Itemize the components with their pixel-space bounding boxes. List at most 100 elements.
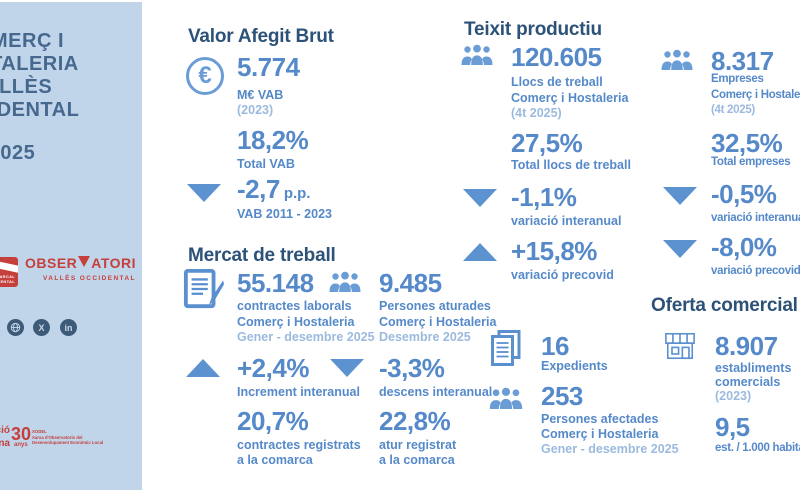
jobs-share-value: 27,5% <box>511 128 583 158</box>
companies-change2-label: variació precovid <box>711 265 800 277</box>
establishments-label1: establiments <box>715 361 792 375</box>
people-icon <box>329 271 361 298</box>
people-icon <box>661 49 693 76</box>
vab-share-label: Total VAB <box>237 157 295 171</box>
observatori-triangle-icon <box>78 256 91 267</box>
affected-period: Gener - desembre 2025 <box>541 442 679 456</box>
unemployed-sector: Comerç i Hostaleria <box>379 315 497 329</box>
triangle-down-icon <box>463 189 497 207</box>
vab-value-label: M€ VAB <box>237 88 284 102</box>
companies-sector: Comerç i Hostaleria <box>711 89 800 101</box>
unemployed-label: Persones aturades <box>379 299 491 313</box>
jobs-share-label: Total llocs de treball <box>511 158 631 172</box>
triangle-down-icon <box>187 184 221 202</box>
sidebar-title-line: VALLÈS <box>0 76 53 98</box>
unemployment-share-value: 22,8% <box>379 406 451 436</box>
observatori-subtitle: VALLÈS OCCIDENTAL <box>43 275 136 282</box>
sidebar-title-line: HOSTALERIA <box>0 53 79 75</box>
jobs-value: 120.605 <box>511 42 602 72</box>
affected-value: 253 <box>541 381 583 411</box>
companies-period: (4t 2025) <box>711 104 755 116</box>
consell-comarcal-logo: COMARCAL OCCIDENTAL <box>0 257 18 287</box>
sidebar-title-line: OCCIDENTAL <box>0 99 80 121</box>
sidebar-title-line: COMERÇ I <box>0 30 64 52</box>
linkedin-icon[interactable]: in <box>60 319 77 336</box>
jobs-change1-value: -1,1% <box>511 182 577 212</box>
contracts-value: 55.148 <box>237 268 314 298</box>
triangle-down-icon <box>330 359 364 377</box>
diputacio-logo: Diputació Barcelona <box>0 424 10 450</box>
sidebar-year: 2025 <box>0 142 36 164</box>
companies-share-label: Total empreses <box>711 156 791 168</box>
xodel-anys: anys <box>14 442 28 448</box>
establishments-period: (2023) <box>715 389 752 403</box>
vab-change-unit: p.p. <box>283 185 311 202</box>
contracts-share-value: 20,7% <box>237 406 309 436</box>
affected-sector: Comerç i Hostaleria <box>541 427 659 441</box>
section-heading-mercat: Mercat de treball <box>188 245 336 266</box>
observatori-text-post: ATORI <box>91 255 137 271</box>
contracts-change-label: Increment interanual <box>237 385 360 399</box>
expedients-value: 16 <box>541 331 569 361</box>
unemployed-value: 9.485 <box>379 268 442 298</box>
people-icon <box>461 44 493 71</box>
jobs-change1-label: variació interanual <box>511 214 622 228</box>
diputacio-text: Barcelona <box>0 438 10 449</box>
contract-icon <box>183 268 225 315</box>
unemployed-change-value: -3,3% <box>379 353 445 383</box>
observatori-text-pre: OBSER <box>25 255 78 271</box>
vab-value: 5.774 <box>237 52 300 82</box>
companies-change1-value: -0,5% <box>711 179 777 209</box>
observatori-logo: OBSER ATORI <box>25 255 136 271</box>
vab-change-label: VAB 2011 - 2023 <box>237 207 332 221</box>
diputacio-text: Diputació <box>0 425 10 436</box>
vab-value-period: (2023) <box>237 103 274 117</box>
triangle-down-icon <box>663 240 697 258</box>
jobs-period: (4t 2025) <box>511 106 562 120</box>
storefront-icon <box>664 331 696 366</box>
density-value: 9,5 <box>715 412 750 442</box>
companies-share-value: 32,5% <box>711 128 783 158</box>
jobs-sector: Comerç i Hostaleria <box>511 91 629 105</box>
establishments-label2: comercials <box>715 375 781 389</box>
jobs-label: Llocs de treball <box>511 75 603 89</box>
jobs-change2-label: variació precovid <box>511 268 614 282</box>
xodel-text: XODEL <box>32 429 47 434</box>
establishments-value: 8.907 <box>715 331 778 361</box>
section-heading-oferta: Oferta comercial <box>651 295 798 316</box>
contracts-sector: Comerç i Hostaleria <box>237 315 355 329</box>
contracts-label: contractes laborals <box>237 299 352 313</box>
x-twitter-icon[interactable]: X <box>33 319 50 336</box>
section-heading-teixit: Teixit productiu <box>464 19 602 40</box>
unemployment-share-label1: atur registrat <box>379 438 457 452</box>
documents-icon <box>491 330 521 372</box>
vab-change-value: -2,7 <box>237 174 280 204</box>
xodel-text: Desenvolupament Econòmic Local <box>32 440 104 446</box>
consell-logo-text: OCCIDENTAL <box>0 279 15 284</box>
web-globe-icon[interactable] <box>7 319 24 336</box>
triangle-up-icon <box>186 359 220 377</box>
density-label: est. / 1.000 habitants <box>715 442 800 454</box>
xodel-30: 30 <box>11 424 32 444</box>
companies-change1-label: variació interanual <box>711 212 800 224</box>
affected-label: Persones afectades <box>541 412 659 426</box>
unemployed-change-label: descens interanual <box>379 385 493 399</box>
section-heading-vab: Valor Afegit Brut <box>188 26 334 47</box>
companies-label: Empreses <box>711 73 764 85</box>
contracts-period: Gener - desembre 2025 <box>237 330 375 344</box>
contracts-change-value: +2,4% <box>237 353 309 383</box>
companies-value: 8.317 <box>711 46 774 76</box>
sidebar: COMERÇ I HOSTALERIA VALLÈS OCCIDENTAL 20… <box>0 2 142 490</box>
contracts-share-label2: a la comarca <box>237 453 313 467</box>
contracts-share-label1: contractes registrats <box>237 438 361 452</box>
logo-swoosh <box>0 257 18 274</box>
expedients-label: Expedients <box>541 359 608 373</box>
unemployment-share-label2: a la comarca <box>379 453 455 467</box>
triangle-up-icon <box>463 243 497 261</box>
sidebar-title: COMERÇ I HOSTALERIA VALLÈS OCCIDENTAL <box>0 30 142 122</box>
triangle-down-icon <box>663 187 697 205</box>
xodel-text: Xarxa d'Observatoris del <box>32 434 83 440</box>
consell-logo-text: COMARCAL <box>0 274 15 279</box>
unemployed-period: Desembre 2025 <box>379 330 471 344</box>
